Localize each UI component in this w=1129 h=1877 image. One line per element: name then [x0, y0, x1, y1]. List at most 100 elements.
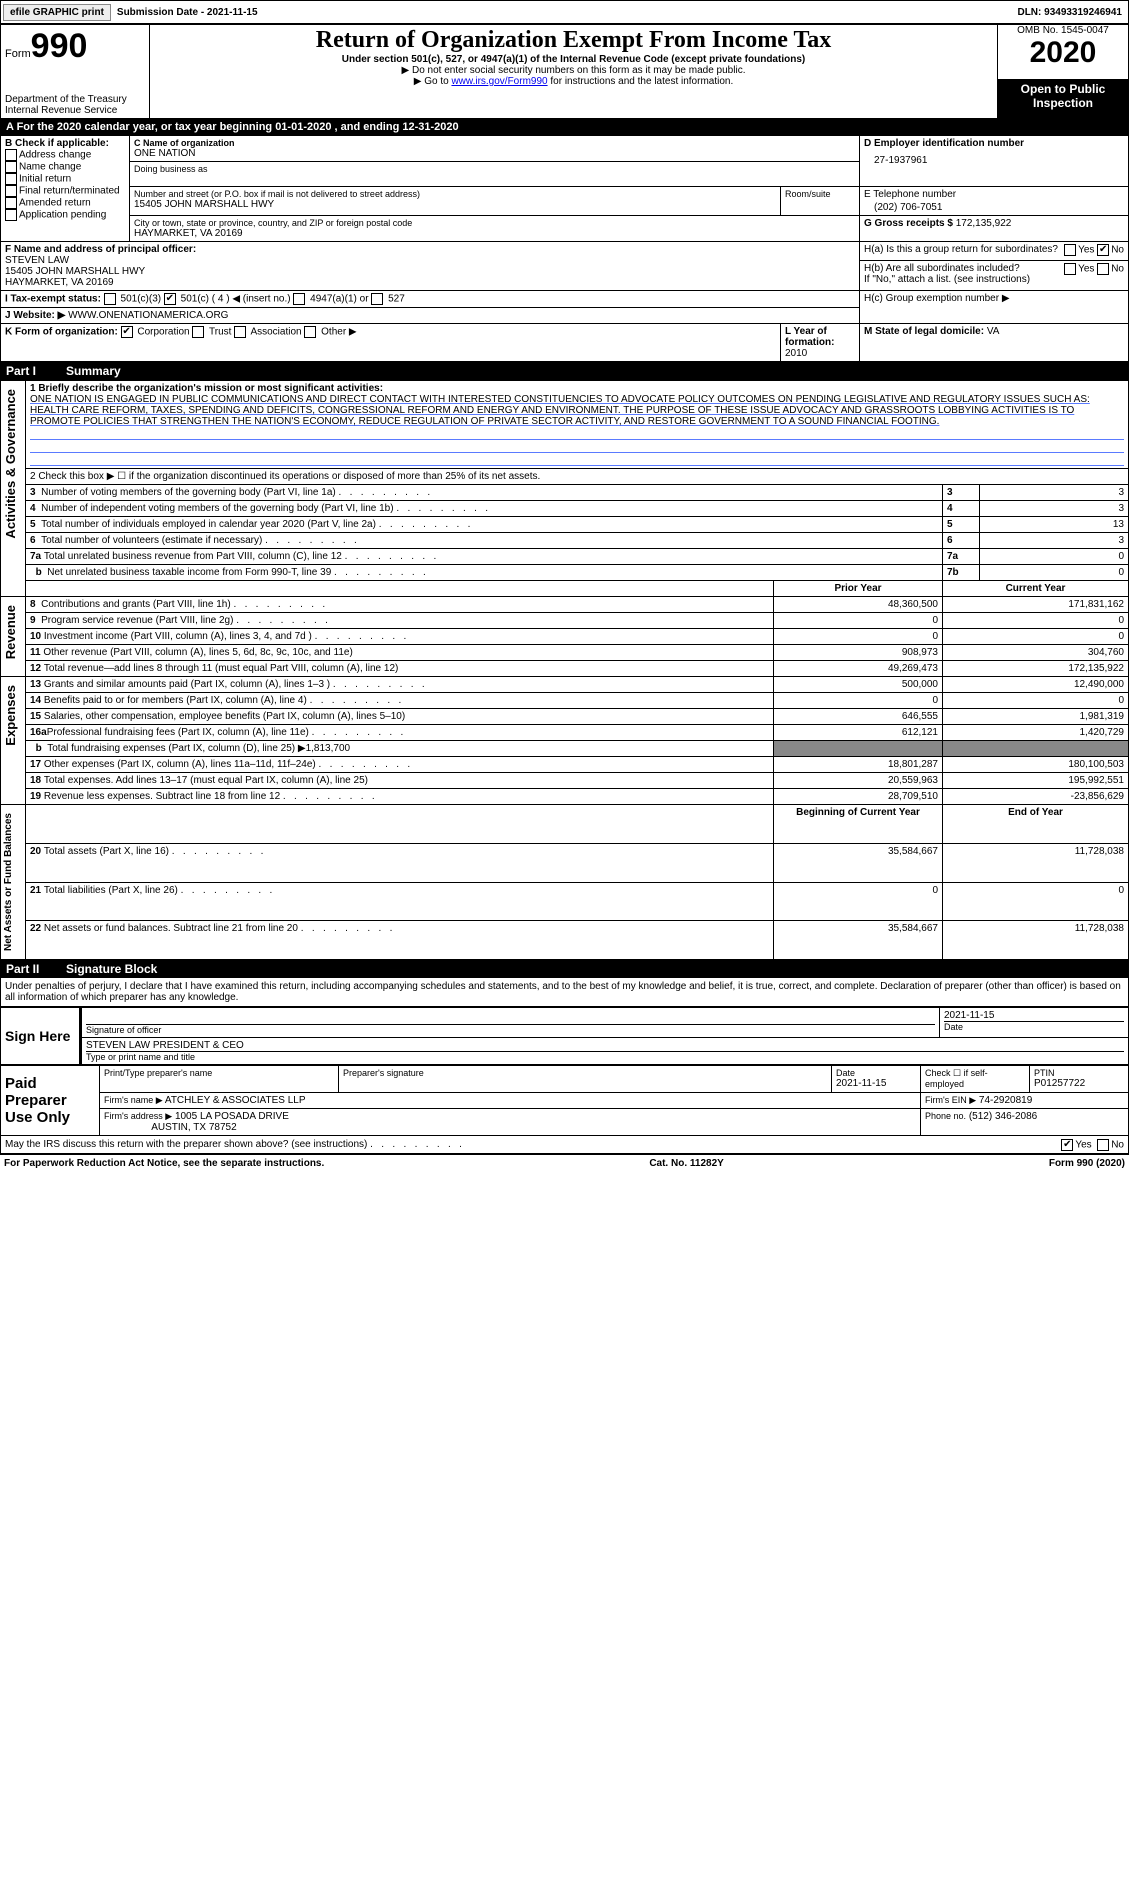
sec-rev-label: Revenue	[1, 597, 20, 667]
box-d-label: D Employer identification number	[864, 138, 1124, 149]
phone-value: (202) 706-7051	[864, 200, 1124, 213]
addr-label: Number and street (or P.O. box if mail i…	[134, 189, 776, 199]
ha-no[interactable]	[1097, 244, 1109, 256]
discuss-yes[interactable]	[1061, 1139, 1073, 1151]
irs-link[interactable]: www.irs.gov/Form990	[451, 76, 547, 87]
footer-right: Form 990 (2020)	[1049, 1158, 1125, 1169]
cb-527[interactable]	[371, 293, 383, 305]
ruled-line	[30, 427, 1124, 440]
row-label: Total liabilities (Part X, line 26)	[44, 885, 272, 896]
row-val: 13	[980, 517, 1129, 533]
part2-title: Signature Block	[66, 962, 157, 976]
cb-corp[interactable]	[121, 326, 133, 338]
cell-py: 0	[774, 693, 943, 709]
cell-py: 28,709,510	[774, 789, 943, 805]
opt-corp: Corporation	[137, 327, 189, 338]
sec-ag-label: Activities & Governance	[1, 381, 20, 547]
cb-assoc[interactable]	[234, 326, 246, 338]
signature-table: Sign Here Signature of officer 2021-11-1…	[0, 1007, 1129, 1065]
row-label: Total number of individuals employed in …	[41, 519, 470, 530]
officer-city: HAYMARKET, VA 20169	[5, 277, 855, 288]
row-num: 5	[30, 519, 36, 530]
hc-label: H(c) Group exemption number ▶	[864, 293, 1124, 304]
box-j-label: J Website: ▶	[5, 310, 65, 321]
cb-501c[interactable]	[164, 293, 176, 305]
cell-cy: 0	[943, 693, 1129, 709]
hb-yes[interactable]	[1064, 263, 1076, 275]
officer-name-title: STEVEN LAW PRESIDENT & CEO	[86, 1040, 1124, 1052]
row-label: Investment income (Part VIII, column (A)…	[44, 631, 406, 642]
year-formation: 2010	[785, 348, 807, 359]
line1-label: 1 Briefly describe the organization's mi…	[30, 383, 1124, 394]
cell-py: 646,555	[774, 709, 943, 725]
sig-date-label: Date	[944, 1022, 1124, 1032]
form-title: Return of Organization Exempt From Incom…	[154, 27, 993, 54]
name-title-label: Type or print name and title	[86, 1052, 1124, 1062]
box-g-label: G Gross receipts $	[864, 218, 953, 229]
cb-address-change[interactable]: Address change	[5, 149, 125, 161]
opt-other: Other ▶	[321, 327, 356, 338]
sec-exp-label: Expenses	[1, 677, 20, 754]
officer-name: STEVEN LAW	[5, 255, 855, 266]
room-label: Room/suite	[785, 189, 855, 199]
discuss-no[interactable]	[1097, 1139, 1109, 1151]
row-num: 19	[30, 791, 41, 802]
paid-preparer-label: Paid Preparer Use Only	[5, 1075, 95, 1126]
row-label: Professional fundraising fees (Part IX, …	[47, 727, 404, 738]
discuss-text: May the IRS discuss this return with the…	[5, 1139, 462, 1150]
prep-date: 2021-11-15	[836, 1078, 916, 1089]
cell-cy: 11,728,038	[943, 921, 1129, 960]
row-num: 6	[30, 535, 36, 546]
cell-py: 908,973	[774, 645, 943, 661]
row-box: 6	[943, 533, 980, 549]
cell-cy: 171,831,162	[943, 597, 1129, 613]
row-num: 7a	[30, 551, 41, 562]
hb-no[interactable]	[1097, 263, 1109, 275]
row-box: 5	[943, 517, 980, 533]
row-val: 3	[980, 533, 1129, 549]
self-emp-label: Check ☐ if self-employed	[925, 1068, 1025, 1089]
cb-name-change[interactable]: Name change	[5, 161, 125, 173]
part2-header: Part IISignature Block	[0, 960, 1129, 978]
cell-cy: 1,420,729	[943, 725, 1129, 741]
cb-501c3[interactable]	[104, 293, 116, 305]
ruled-line	[30, 440, 1124, 453]
cb-4947[interactable]	[293, 293, 305, 305]
cb-trust[interactable]	[192, 326, 204, 338]
row-label: Other revenue (Part VIII, column (A), li…	[43, 647, 352, 658]
street-address: 15405 JOHN MARSHALL HWY	[134, 199, 776, 210]
org-name: ONE NATION	[134, 148, 855, 159]
row-num: 4	[30, 503, 36, 514]
goto-pre: ▶ Go to	[414, 76, 452, 87]
website: WWW.ONENATIONAMERICA.ORG	[65, 310, 228, 321]
domicile: VA	[987, 326, 1000, 337]
goto-line: ▶ Go to www.irs.gov/Form990 for instruct…	[154, 76, 993, 87]
period-line: A For the 2020 calendar year, or tax yea…	[0, 119, 1129, 135]
row-box: 3	[943, 485, 980, 501]
prep-sig-label: Preparer's signature	[343, 1068, 827, 1078]
efile-print-button[interactable]: efile GRAPHIC print	[3, 4, 111, 21]
row-label: Salaries, other compensation, employee b…	[44, 711, 405, 722]
cb-other[interactable]	[304, 326, 316, 338]
cb-application-pending-label: Application pending	[19, 210, 106, 221]
cell-py: 35,584,667	[774, 843, 943, 882]
cb-application-pending[interactable]: Application pending	[5, 209, 125, 221]
cell-py: 18,801,287	[774, 757, 943, 773]
goto-post: for instructions and the latest informat…	[548, 76, 734, 87]
hb-note: If "No," attach a list. (see instruction…	[864, 274, 1124, 285]
form-number: 990	[31, 27, 88, 65]
prep-name-label: Print/Type preparer's name	[104, 1068, 334, 1078]
opt-4947: 4947(a)(1) or	[310, 294, 368, 305]
submission-date: Submission Date - 2021-11-15	[113, 7, 262, 18]
row-label: Total number of volunteers (estimate if …	[41, 535, 357, 546]
box-i-label: I Tax-exempt status:	[5, 294, 101, 305]
summary-table: Activities & Governance 1 Briefly descri…	[0, 380, 1129, 960]
row-val: 0	[980, 565, 1129, 581]
box-c-name-label: C Name of organization	[134, 138, 855, 148]
city-value: HAYMARKET, VA 20169	[134, 228, 855, 239]
row-num: 21	[30, 885, 41, 896]
cb-amended-return[interactable]: Amended return	[5, 197, 125, 209]
cb-final-return[interactable]: Final return/terminated	[5, 185, 125, 197]
ha-yes[interactable]	[1064, 244, 1076, 256]
cb-initial-return[interactable]: Initial return	[5, 173, 125, 185]
